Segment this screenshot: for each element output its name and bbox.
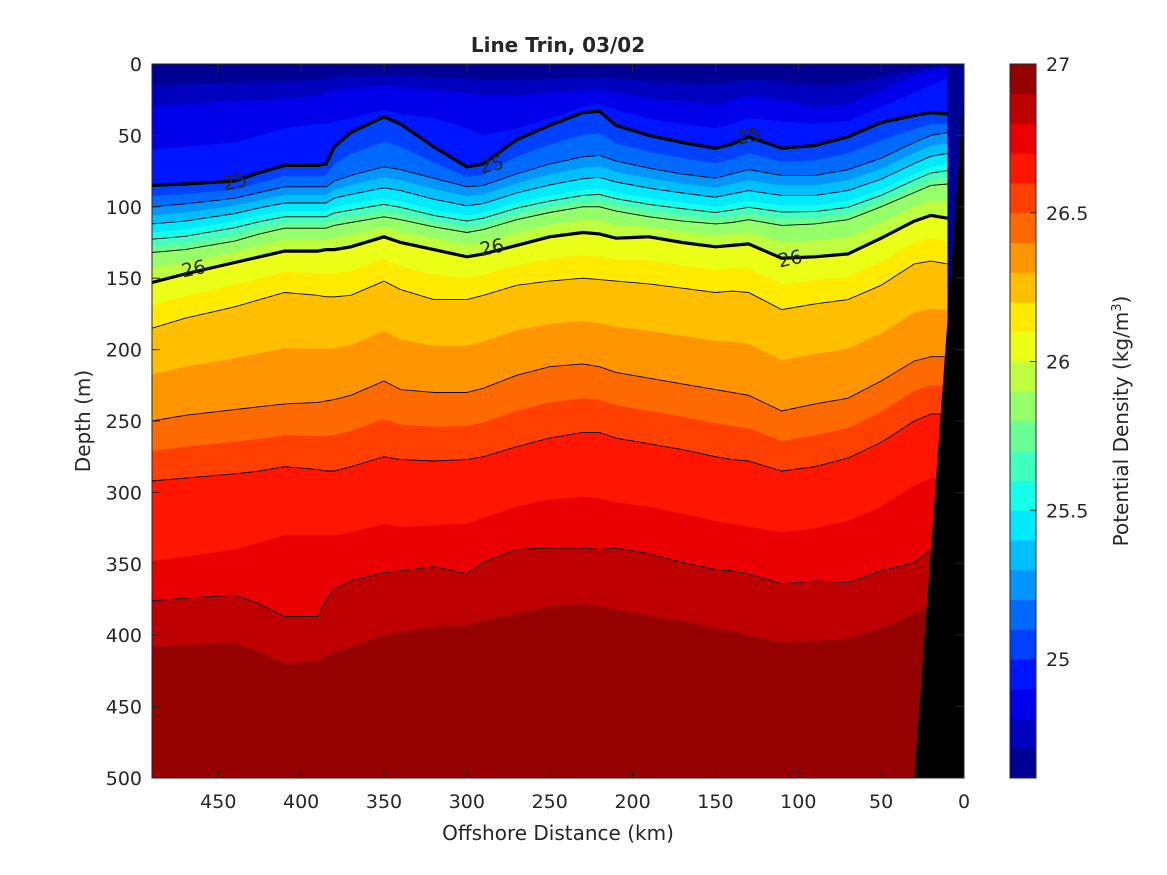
contour-labels: 25 25 25 26 26 26: [179, 123, 804, 282]
colorbar-segment: [1010, 629, 1036, 660]
colorbar-segment: [1010, 242, 1036, 273]
y-tick-label: 150: [106, 268, 142, 290]
colorbar-segment: [1010, 480, 1036, 511]
x-tick-label: 0: [958, 791, 970, 813]
contour-label: 26: [776, 246, 804, 273]
contour-fill-bands: [152, 64, 964, 778]
contour-label-text: 25: [221, 169, 249, 196]
seafloor-mask: [914, 64, 964, 778]
colorbar-tick-label: 27: [1046, 54, 1070, 76]
contour-label: 25: [478, 152, 506, 179]
colorbar-segment: [1010, 450, 1036, 481]
contour-label-text: 26: [776, 246, 804, 273]
colorbar-segment: [1010, 421, 1036, 452]
colorbar-tick-label: 26: [1046, 352, 1070, 374]
colorbar-segment: [1010, 540, 1036, 571]
contour-line: [152, 260, 948, 329]
labeled-contour-line: [152, 213, 948, 285]
y-tick-label: 500: [106, 768, 142, 790]
contour-line: [152, 541, 948, 618]
x-tick-label: 200: [614, 791, 650, 813]
x-tick-label: 150: [697, 791, 733, 813]
density-band: [152, 599, 948, 778]
colorbar-segment: [1010, 331, 1036, 362]
colorbar-segment: [1010, 510, 1036, 541]
colorbar-tick-label: 25.5: [1046, 500, 1088, 522]
contour-line: [152, 153, 948, 225]
contour-line: [152, 132, 948, 208]
contour-label: 25: [735, 123, 763, 150]
x-tick-label: 450: [200, 791, 236, 813]
x-tick-label: 250: [532, 791, 568, 813]
contour-line: [152, 183, 948, 253]
contour-line: [152, 356, 948, 422]
y-axis-ticks: 0 50 100 150 200 250 300 350 400 450 500: [106, 54, 964, 790]
colorbar-frame: [1009, 63, 1037, 779]
colorbar-segment: [1010, 361, 1036, 392]
colorbar-label: Potential Density (kg/m3): [1109, 296, 1133, 547]
y-tick-label: 250: [106, 411, 142, 433]
contour-label-text: 25: [735, 123, 763, 150]
x-tick-label: 300: [449, 791, 485, 813]
x-tick-label: 100: [780, 791, 816, 813]
y-tick-label: 450: [106, 697, 142, 719]
colorbar-segment: [1010, 212, 1036, 243]
labeled-contour-line: [152, 109, 948, 187]
y-tick-label: 350: [106, 554, 142, 576]
colorbar: [1010, 64, 1036, 779]
colorbar-label-close: ): [1109, 296, 1133, 304]
colorbar-segment: [1010, 391, 1036, 422]
colorbar-tick-label: 26.5: [1046, 203, 1088, 225]
colorbar-segment: [1010, 599, 1036, 630]
colorbar-segment: [1010, 93, 1036, 124]
y-axis-label: Depth (m): [71, 370, 95, 472]
colorbar-segment: [1010, 659, 1036, 690]
colorbar-segment: [1010, 688, 1036, 719]
colorbar-segment: [1010, 123, 1036, 154]
colorbar-segment: [1010, 718, 1036, 749]
contour-label-text: 26: [179, 256, 207, 283]
contour-line: [152, 170, 948, 240]
colorbar-segment: [1010, 64, 1036, 95]
x-axis-ticks: 450 400 350 300 250 200 150 100 50 0: [200, 64, 970, 813]
colorbar-segment: [1010, 153, 1036, 184]
colorbar-segment: [1010, 569, 1036, 600]
contour-label-text: 25: [478, 152, 506, 179]
y-tick-label: 300: [106, 482, 142, 504]
x-axis-label: Offshore Distance (km): [442, 821, 674, 845]
x-tick-label: 50: [869, 791, 893, 813]
contour-label: 25: [221, 169, 249, 196]
colorbar-ticks: 25 25.5 26 26.5 27: [1030, 54, 1088, 671]
y-tick-label: 50: [118, 125, 142, 147]
colorbar-tick-label: 25: [1046, 649, 1070, 671]
y-tick-label: 200: [106, 340, 142, 362]
colorbar-label-main: Potential Density (kg/m: [1109, 312, 1133, 547]
colorbar-segment: [1010, 302, 1036, 333]
colorbar-segment: [1010, 272, 1036, 303]
y-tick-label: 400: [106, 625, 142, 647]
contour-lines: [152, 109, 948, 618]
x-tick-label: 400: [283, 791, 319, 813]
x-tick-label: 350: [366, 791, 402, 813]
colorbar-label-superscript: 3: [1110, 303, 1125, 311]
contour-label: 26: [179, 256, 207, 283]
chart-title: Line Trin, 03/02: [471, 33, 645, 57]
y-tick-label: 100: [106, 197, 142, 219]
contour-label-text: 26: [478, 235, 506, 262]
contour-line: [152, 413, 948, 482]
colorbar-segment: [1010, 183, 1036, 214]
seafloor-wedge: [914, 64, 964, 778]
colorbar-segment: [1010, 748, 1036, 779]
contour-label: 26: [478, 235, 506, 262]
y-tick-label: 0: [130, 54, 142, 76]
